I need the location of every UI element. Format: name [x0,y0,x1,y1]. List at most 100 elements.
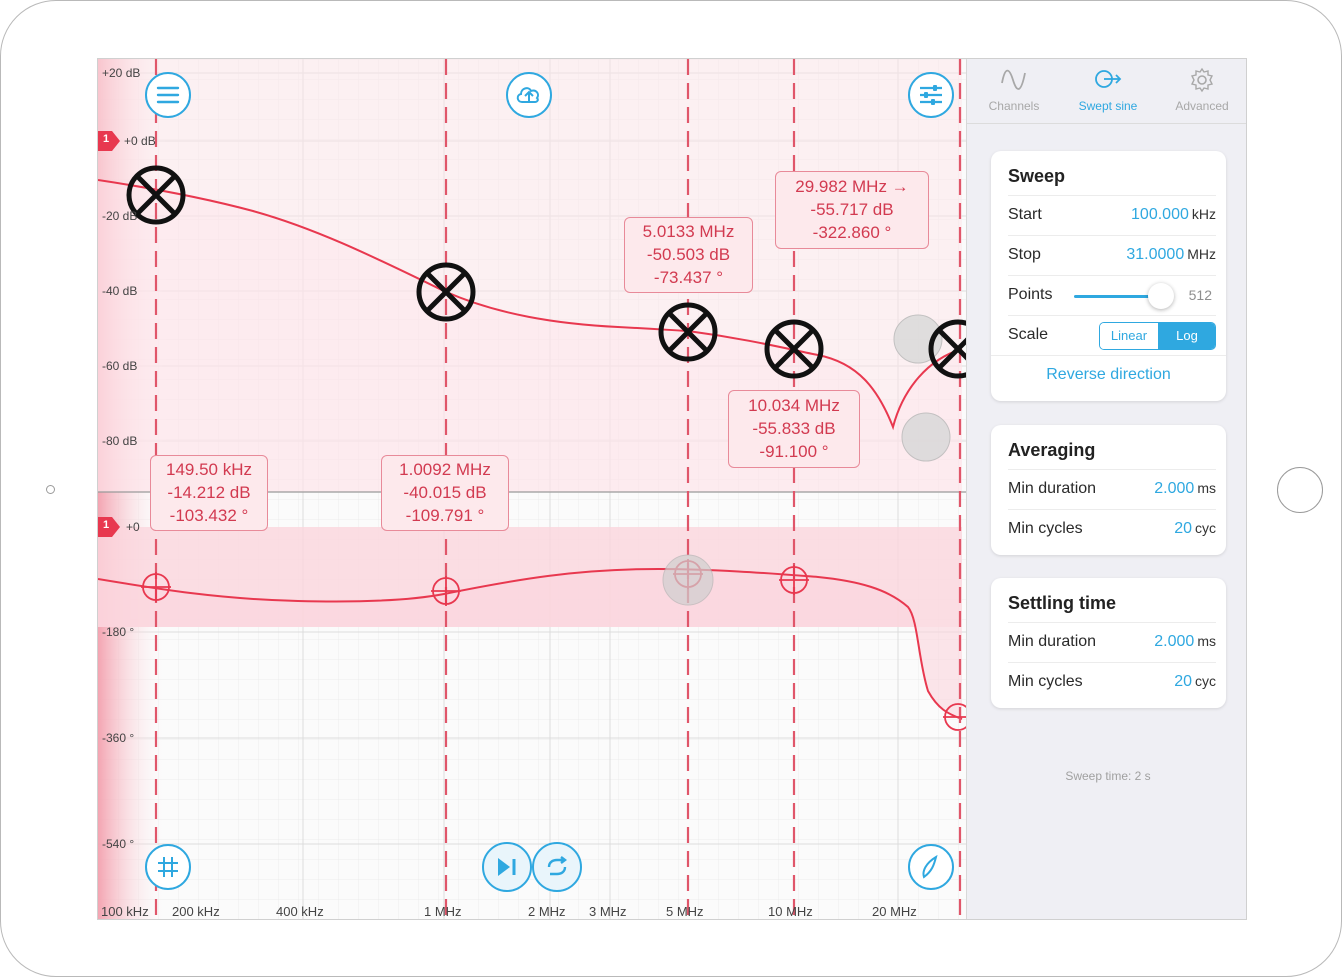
reverse-row: Reverse direction [991,355,1226,396]
points-slider-track[interactable] [1074,295,1158,298]
avg-min-cycles-number: 20 [1174,520,1192,537]
mag-drag-handle-lower [901,412,951,462]
start-label: Start [1008,206,1042,223]
reverse-direction-button[interactable]: Reverse direction [1046,366,1171,383]
mag-fill-above [98,59,962,427]
start-value[interactable]: 100.000 kHz [1131,206,1216,224]
grid-icon [158,857,178,877]
repeat-button[interactable] [532,842,582,892]
scale-option-linear[interactable]: Linear [1100,323,1158,349]
y-label-mag: -40 dB [102,284,138,298]
avg-min-duration-row[interactable]: Min duration 2.000 ms [1008,469,1216,510]
tab-label: Swept sine [1078,99,1138,113]
x-label: 200 kHz [172,904,220,919]
y-label-phase: -540 ° [102,837,135,851]
channel-flags [98,131,120,537]
settle-min-cycles-value[interactable]: 20 cyc [1174,673,1216,691]
marker-phase: -91.100 ° [759,442,829,461]
cloud-upload-icon [516,87,540,103]
marker-mag: -55.717 dB [810,200,894,219]
stop-label: Stop [1008,246,1041,263]
tab-label: Advanced [1175,99,1229,113]
scale-label: Scale [1008,326,1049,343]
y-label-phase: -180 ° [102,625,135,639]
x-label: 10 MHz [768,904,813,919]
gear-icon [1190,67,1214,93]
marker-readout-3[interactable]: 5.0133 MHz -50.503 dB -73.437 ° [624,217,753,293]
marker-readout-2[interactable]: 1.0092 MHz -40.015 dB -109.791 ° [381,455,509,531]
settle-min-cycles-row[interactable]: Min cycles 20 cyc [1008,662,1216,703]
phase-drag-handle [662,554,714,606]
y-label-phase: -360 ° [102,731,135,745]
channel-flag-label: 1 [102,133,110,145]
averaging-title: Averaging [1008,440,1096,460]
pick-icon [922,855,938,879]
tab-swept-sine[interactable]: Swept sine [1061,65,1155,121]
stop-unit: MHz [1187,246,1216,262]
menu-icon [156,86,180,104]
swept-sine-icon [1095,70,1122,88]
marker-phase: -322.860 ° [812,223,892,242]
marker-freq: 1.0092 MHz [399,460,491,479]
settings-sliders-button[interactable] [908,72,954,118]
settling-title: Settling time [1008,593,1117,613]
scale-option-log[interactable]: Log [1158,323,1215,349]
menu-button[interactable] [145,72,191,118]
marker-phase: -109.791 ° [405,506,485,525]
settle-min-duration-row[interactable]: Min duration 2.000 ms [1008,622,1216,663]
marker-readout-4[interactable]: 10.034 MHz -55.833 dB -91.100 ° [728,390,860,468]
play-step-icon [498,858,516,876]
home-button[interactable] [1277,467,1323,513]
app-screen: +20 dB 1 +0 dB -20 dB -40 dB -60 dB -80 … [97,58,1247,920]
x-label: 3 MHz [589,904,627,919]
settings-panel: Channels Swept sine Advanced Sweep [966,59,1246,919]
stop-row[interactable]: Stop 31.0000 MHz [1008,235,1216,276]
marker-mag: -50.503 dB [646,245,731,264]
settle-min-cycles-label: Min cycles [1008,673,1083,690]
marker-readout-1[interactable]: 149.50 kHz -14.212 dB -103.432 ° [150,455,268,531]
start-unit: kHz [1191,206,1216,222]
stop-value[interactable]: 31.0000 MHz [1126,246,1216,264]
tab-channels[interactable]: Channels [967,65,1061,121]
sine-wave-icon [1001,69,1026,90]
settle-min-duration-value[interactable]: 2.000 ms [1154,633,1216,651]
sweep-title: Sweep [1008,166,1066,186]
y-label-mag: +0 dB [124,134,156,148]
sweep-card: Sweep Start 100.000 kHz Stop 31.0000 MHz P… [991,151,1226,401]
pick-button[interactable] [908,844,954,890]
settle-min-duration-number: 2.000 [1154,633,1195,650]
y-label-mag: -20 dB [102,209,138,223]
y-label-mag: -80 dB [102,434,138,448]
marker-freq: 5.0133 MHz [642,222,735,241]
camera [46,485,55,494]
play-step-button[interactable] [482,842,532,892]
points-row: Points 512 [1008,275,1216,316]
grid-button[interactable] [145,844,191,890]
x-label: 2 MHz [528,904,566,919]
scale-row: Scale Linear Log [1008,315,1216,356]
x-label: 5 MHz [666,904,704,919]
marker-phase: -103.432 ° [169,506,249,525]
start-row[interactable]: Start 100.000 kHz [1008,195,1216,236]
tab-advanced[interactable]: Advanced [1155,65,1246,121]
marker-phase: -73.437 ° [653,268,724,287]
mag-markers [126,165,966,379]
upload-button[interactable] [506,72,552,118]
points-slider-knob[interactable] [1148,283,1174,309]
settling-card: Settling time Min duration 2.000 ms Min c… [991,578,1226,708]
averaging-card: Averaging Min duration 2.000 ms Min cycle… [991,425,1226,555]
avg-min-duration-unit: ms [1197,480,1216,496]
start-value-number: 100.000 [1131,206,1189,223]
avg-min-cycles-unit: cyc [1195,520,1216,536]
panel-tabs: Channels Swept sine Advanced [967,59,1246,124]
x-label: 400 kHz [276,904,324,919]
bode-plot[interactable]: +20 dB 1 +0 dB -20 dB -40 dB -60 dB -80 … [98,59,966,919]
avg-min-duration-value[interactable]: 2.000 ms [1154,480,1216,498]
settle-min-cycles-number: 20 [1174,673,1192,690]
marker-readout-5[interactable]: 29.982 MHz → -55.717 dB -322.860 ° [775,171,929,249]
avg-min-cycles-row[interactable]: Min cycles 20 cyc [1008,509,1216,550]
avg-min-cycles-value[interactable]: 20 cyc [1174,520,1216,538]
x-label: 1 MHz [424,904,462,919]
x-label: 20 MHz [872,904,917,919]
marker-mag: -14.212 dB [167,483,251,502]
